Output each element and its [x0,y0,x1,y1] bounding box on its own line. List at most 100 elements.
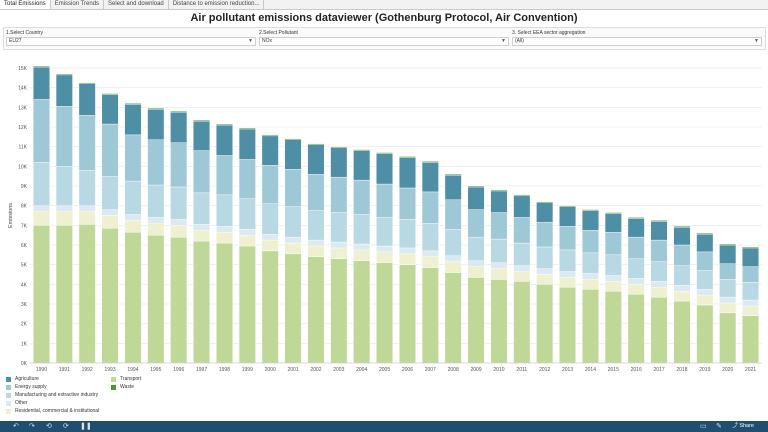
legend-item[interactable]: Waste [111,383,141,391]
bar-segment [376,251,393,263]
pause-icon[interactable]: ❚❚ [80,423,92,430]
bar-segment [78,83,96,116]
sector-select[interactable]: (All) ▼ [512,37,762,46]
bar-segment [604,281,622,292]
x-tick-label: 1992 [82,367,93,373]
bar-segment [147,234,165,364]
bar-segment [147,109,165,140]
x-tick-label: 2010 [493,367,504,373]
bar-segment [467,236,485,261]
bar-segment [216,123,233,126]
bar-segment [650,281,668,288]
x-tick-label: 1996 [173,367,184,373]
bar-segment [284,206,302,238]
tab-distance-to-emission-reduction[interactable]: Distance to emission reduction... [169,0,265,9]
bar-segment [627,236,645,259]
bar-segment [399,157,416,189]
bar-segment [399,264,416,364]
bar-segment [101,228,119,364]
y-tick-label: 9K [21,184,28,190]
comment-icon[interactable]: ✎ [716,423,722,430]
country-select[interactable]: EU27 ▼ [6,37,256,46]
bar-segment [513,242,531,266]
refresh-icon[interactable]: ⟳ [63,423,69,430]
device-preview-icon[interactable]: ▭ [700,423,707,430]
bar-segment [55,106,73,167]
bar-segment [33,66,50,100]
y-tick-label: 4K [21,282,28,288]
filter-panel: 1.Select Country EU27 ▼ 2.Select Polluta… [3,27,766,50]
bar-segment [193,230,210,242]
bar-segment [216,155,233,196]
share-button[interactable]: ⤴ Share [732,421,754,432]
bar-segment [261,165,279,204]
bar-segment [216,242,233,364]
bar-segment [467,266,485,278]
bar-segment [353,214,371,245]
bar-segment [421,162,439,193]
undo-icon[interactable]: ↶ [13,423,19,430]
bar-segment [307,239,325,247]
viz-toolbar: ↶ ↷ ⟲ ⟳ ❚❚ ▭ ✎ ⤴ Share [0,421,768,432]
bar-segment [582,252,599,274]
bar-segment [742,315,759,364]
bar-segment [627,218,645,238]
x-tick-label: 1994 [127,367,138,373]
bar-segment [124,134,142,182]
country-filter-label: 1.Select Country [6,30,43,36]
country-filter: 1.Select Country EU27 ▼ [6,30,256,46]
x-tick-label: 2020 [722,367,733,373]
bar-segment [33,162,50,206]
bar-segment [444,174,462,200]
bar-segment [216,232,233,244]
bar-segment [742,246,759,249]
chevron-down-icon: ▼ [248,38,253,44]
pollutant-select[interactable]: NOx ▼ [259,37,509,46]
legend-item[interactable]: Agriculture [6,375,99,383]
bar-segment [444,173,462,176]
legend-item[interactable]: Residential, commercial & institutional [6,407,99,415]
bar-segment [650,221,668,241]
bar-segment [124,103,142,105]
bar-segment [124,104,142,136]
share-label: Share [739,423,754,429]
tab-emission-trends[interactable]: Emission Trends [51,0,105,9]
bar-segment [444,272,462,364]
legend-swatch [6,384,11,390]
bar-segment [193,240,210,364]
bar-segment [147,139,165,186]
bar-segment [261,250,279,364]
bar-segment [78,115,96,171]
bar-segment [421,161,439,163]
tab-total-emissions[interactable]: Total Emissions [0,0,51,9]
legend-item[interactable]: Other [6,399,99,407]
bar-segment [696,294,714,306]
tab-select-and-download[interactable]: Select and download [104,0,169,9]
revert-icon[interactable]: ⟲ [46,423,52,430]
redo-icon[interactable]: ↷ [29,423,35,430]
sector-select-value: (All) [515,38,524,44]
legend-item[interactable]: Transport [111,375,141,383]
bar-segment [490,190,508,213]
bar-segment [78,205,96,212]
bar-segment [604,254,622,276]
bar-segment [399,253,416,265]
x-tick-label: 2018 [676,367,687,373]
bar-segment [78,82,96,84]
x-tick-label: 1990 [36,367,47,373]
bar-segment [216,226,233,233]
tab-bar: Total Emissions Emission Trends Select and… [0,0,768,10]
x-tick-label: 1997 [196,367,207,373]
bar-segment [650,220,668,222]
bar-segment [330,258,348,364]
bar-segment [33,225,50,364]
bar-segment [353,149,371,151]
legend-item[interactable]: Manufacturing and extractive industry [6,391,99,399]
bar-segment [170,236,188,364]
bar-segment [559,249,576,272]
bar-segment [627,258,645,279]
legend-item[interactable]: Energy supply [6,383,99,391]
bar-segment [101,94,119,125]
bar-segment [467,209,485,238]
bar-segment [421,191,439,224]
